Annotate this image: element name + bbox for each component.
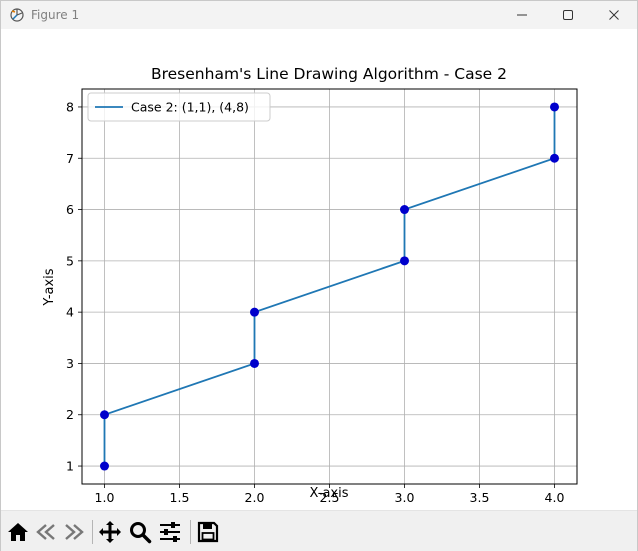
zoom-button[interactable] (127, 519, 153, 545)
y-tick-label: 5 (66, 253, 74, 268)
move-icon (99, 521, 121, 543)
x-tick-label: 1.0 (95, 490, 115, 505)
data-point (100, 461, 109, 471)
maximize-button[interactable] (545, 1, 591, 29)
home-button[interactable] (5, 519, 31, 545)
chart-title: Bresenham's Line Drawing Algorithm - Cas… (151, 65, 507, 83)
x-tick-label: 2.5 (320, 490, 340, 505)
x-tick-label: 3.0 (395, 490, 415, 505)
y-axis-label: Y-axis (42, 268, 57, 306)
home-icon (8, 523, 28, 541)
x-tick-label: 3.5 (470, 490, 490, 505)
minimize-icon (517, 14, 527, 16)
data-point (400, 205, 409, 215)
data-point (400, 256, 409, 266)
data-point (550, 102, 559, 112)
y-tick-label: 3 (66, 356, 74, 371)
pan-button[interactable] (97, 519, 123, 545)
y-tick-label: 7 (66, 151, 74, 166)
y-tick-label: 8 (66, 99, 74, 114)
matplotlib-figure-icon (10, 8, 24, 22)
data-point (250, 307, 259, 317)
legend-box (87, 92, 271, 122)
data-point (250, 358, 259, 368)
maximize-icon (563, 10, 573, 20)
x-tick-label: 4.0 (545, 490, 565, 505)
chart: 1.0 1.5 2.0 2.5 3.0 3.5 4.0 1 2 3 4 5 6 7 8 Bresenham'… (42, 65, 578, 505)
forward-button[interactable] (61, 519, 87, 545)
back-button[interactable] (33, 519, 59, 545)
magnifier-icon (130, 522, 152, 544)
toolbar-separator (190, 520, 191, 544)
sliders-icon (160, 522, 180, 542)
configure-subplots-button[interactable] (157, 519, 183, 545)
arrow-right-icon (65, 524, 84, 540)
navigation-toolbar (1, 510, 637, 551)
y-tick-label: 1 (66, 459, 74, 474)
legend: Case 2: (1,1), (4,8) (87, 92, 271, 122)
y-tick-label: 6 (66, 202, 74, 217)
close-button[interactable] (591, 1, 637, 29)
window-title: Figure 1 (31, 8, 80, 22)
data-point (100, 410, 109, 420)
title-bar[interactable]: Figure 1 (1, 1, 637, 29)
legend-label: Case 2: (1,1), (4,8) (131, 100, 249, 115)
figure-canvas[interactable]: 1.0 1.5 2.0 2.5 3.0 3.5 4.0 1 2 3 4 5 6 7 8 Bresenham'… (1, 29, 637, 510)
x-axis-label: X-axis (310, 486, 349, 501)
data-point (550, 153, 559, 163)
series-line (103, 106, 556, 467)
minimize-button[interactable] (499, 1, 545, 29)
y-tick-label: 4 (66, 305, 74, 320)
close-icon (609, 10, 619, 20)
save-button[interactable] (195, 519, 221, 545)
x-tick-label: 2.0 (245, 490, 265, 505)
arrow-left-icon (36, 524, 55, 540)
floppy-disk-icon (197, 521, 219, 543)
y-tick-label: 2 (66, 407, 74, 422)
toolbar-separator (92, 520, 93, 544)
x-tick-label: 1.5 (170, 490, 190, 505)
